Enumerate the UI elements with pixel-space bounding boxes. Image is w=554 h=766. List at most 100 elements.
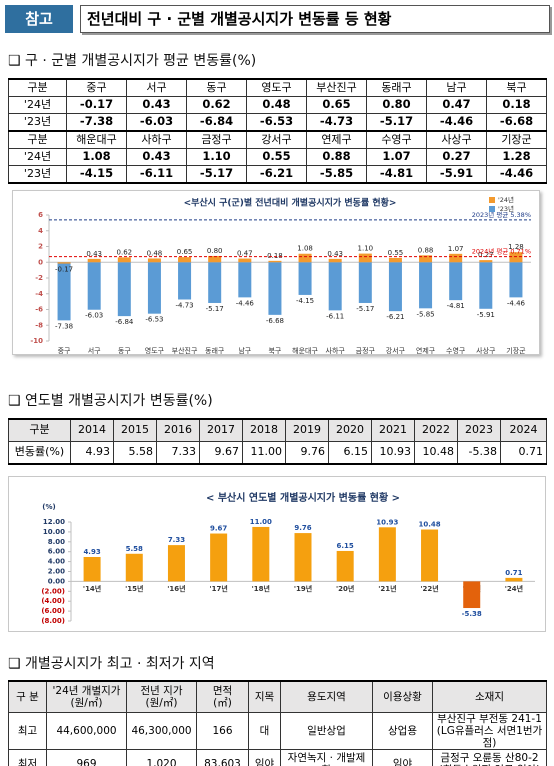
data-label: -5.17: [356, 305, 374, 313]
extreme-table: 구 분 '24년 개별지가 (원/㎡) 전년 지가 (원/㎡) 면적 (㎡) 지목 용도지…: [8, 680, 547, 766]
table-cell: 동래구: [366, 78, 427, 97]
x-tick-label: '17년: [209, 584, 227, 593]
x-tick-label: 중구: [58, 347, 71, 354]
bar: [298, 262, 312, 295]
table-row: '24년 -0.17 0.43 0.62 0.48 0.65 0.80 0.47 0.18: [8, 96, 547, 114]
table-cell: 소재지: [432, 680, 547, 713]
badge: 참고: [5, 5, 73, 33]
data-label: -4.81: [447, 302, 465, 310]
x-tick-label: 사상구: [476, 346, 496, 354]
bar: [83, 556, 101, 582]
table-cell: 중구: [66, 78, 127, 97]
table-cell: 0.18: [486, 96, 547, 114]
district-table: 구분 중구 서구 동구 영도구 부산진구 동래구 남구 북구 '24년 -0.17 0.43 0.62 0…: [8, 78, 547, 184]
data-label: 0.48: [147, 249, 163, 257]
x-tick-label: '15년: [125, 584, 143, 593]
table-cell: 0.65: [306, 96, 367, 114]
data-label: 1.28: [508, 243, 524, 251]
table-cell: 해운대구: [66, 130, 127, 149]
bar: [358, 253, 372, 263]
chart: <부산시 구(군)별 전년대비 개별공시지가 변동률 현황> -10 -8 -6 -4 -…: [30, 195, 531, 355]
chart: < 부산시 연도별 개별공시지가 변동률 현황 > (%) (8.00) (6.00)…: [41, 491, 535, 625]
bar: [509, 252, 523, 263]
x-tick-label: 동래구: [205, 346, 225, 354]
table-row: 구분 중구 서구 동구 영도구 부산진구 동래구 남구 북구: [8, 78, 547, 97]
table-row: 구분 해운대구 사하구 금정구 강서구 연제구 수영구 사상구 기장군: [8, 130, 547, 149]
x-tick-label: 북구: [268, 347, 281, 354]
table-cell: 금정구: [186, 130, 247, 149]
bar: [147, 262, 161, 314]
bar: [238, 262, 252, 298]
data-label: 9.76: [294, 524, 311, 532]
data-label: -4.46: [236, 299, 255, 307]
bar: [268, 262, 282, 315]
data-label: 0.88: [418, 246, 434, 254]
y-tick-label: 6: [38, 211, 43, 219]
y-tick-label: 2: [38, 243, 43, 251]
table-cell: 대: [248, 711, 281, 751]
y-tick-label: 6.00: [48, 548, 65, 556]
table-cell: -5.17: [186, 165, 247, 184]
bar: [419, 262, 433, 309]
table-cell: '23년: [8, 113, 67, 132]
x-tick-label: 금정구: [356, 346, 376, 354]
table-cell: -4.46: [426, 113, 487, 132]
bar: [268, 260, 282, 263]
data-label: -5.91: [477, 311, 495, 319]
data-label: 0.65: [177, 248, 193, 256]
x-tick-label: 해운대구: [292, 346, 318, 354]
table-cell: '24년: [8, 148, 67, 166]
table-row: '24년 1.08 0.43 1.10 0.55 0.88 1.07 0.27 1.28: [8, 148, 547, 166]
data-label: 0.43: [86, 250, 102, 258]
page-title: 전년대비 구 · 군별 개별공시지가 변동률 등 현황: [80, 5, 550, 33]
bar: [117, 257, 131, 263]
table-cell: 6.15: [328, 441, 372, 465]
x-tick-label: 부산진구: [172, 346, 198, 354]
table-cell: 0.43: [126, 148, 187, 166]
table-cell: 부산진구 부전동 241-1 (LG유플러스 서면1번가점): [432, 711, 547, 751]
y-tick-label: 0: [38, 258, 43, 266]
legend-swatch: [489, 206, 495, 212]
table-cell: 영도구: [246, 78, 307, 97]
data-label: -0.17: [55, 266, 73, 274]
table-row: 구분 2014 2015 2016 2017 2018 2019 2020 2021 2022 20…: [8, 418, 547, 442]
table-cell: 사하구: [126, 130, 187, 149]
table-cell: 전년 지가 (원/㎡): [126, 680, 197, 713]
table-cell: 0.27: [426, 148, 487, 166]
table-cell: 2014: [70, 418, 114, 442]
bar: [463, 581, 481, 609]
year-table: 구분 2014 2015 2016 2017 2018 2019 2020 2021 2022 20…: [8, 418, 547, 465]
table-cell: 서구: [126, 78, 187, 97]
y-tick-label: 8.00: [48, 538, 65, 546]
table-cell: 9.76: [285, 441, 329, 465]
data-label: 10.48: [418, 521, 440, 529]
reference-label: 2023년 평균 5.38%: [472, 210, 531, 219]
data-label: 1.07: [448, 245, 464, 253]
table-row: '23년 -7.38 -6.03 -6.84 -6.53 -4.73 -5.17 -4.46-…: [8, 113, 547, 132]
x-tick-label: '16년: [167, 584, 185, 593]
bar: [87, 258, 101, 263]
table-cell: 상업용: [372, 711, 433, 751]
table-cell: -4.46: [486, 165, 547, 184]
section-heading: ❑ 연도별 개별공시지가 변동률(%): [8, 393, 213, 409]
table-cell: 1.07: [366, 148, 427, 166]
bar: [378, 527, 396, 582]
bar: [167, 545, 185, 582]
y-tick-label: 4: [38, 227, 43, 235]
chart-frame: <부산시 구(군)별 전년대비 개별공시지가 변동률 현황> -10 -8 -6 -4 -…: [12, 190, 540, 355]
table-cell: 11.00: [242, 441, 286, 465]
data-label: -5.38: [462, 610, 482, 618]
data-label: 9.67: [210, 525, 227, 533]
data-label: -6.11: [326, 312, 344, 320]
y-tick-label: -10: [30, 337, 43, 345]
table-cell: 2020: [328, 418, 372, 442]
legend-label: '23년: [498, 204, 514, 213]
data-label: -7.38: [55, 322, 73, 330]
table-cell: 10.48: [414, 441, 458, 465]
table-cell: 2021: [371, 418, 415, 442]
data-label: 0.18: [267, 252, 283, 260]
y-tick-label: 12.00: [43, 518, 65, 526]
bar: [57, 262, 71, 264]
table-cell: 969: [46, 749, 127, 766]
